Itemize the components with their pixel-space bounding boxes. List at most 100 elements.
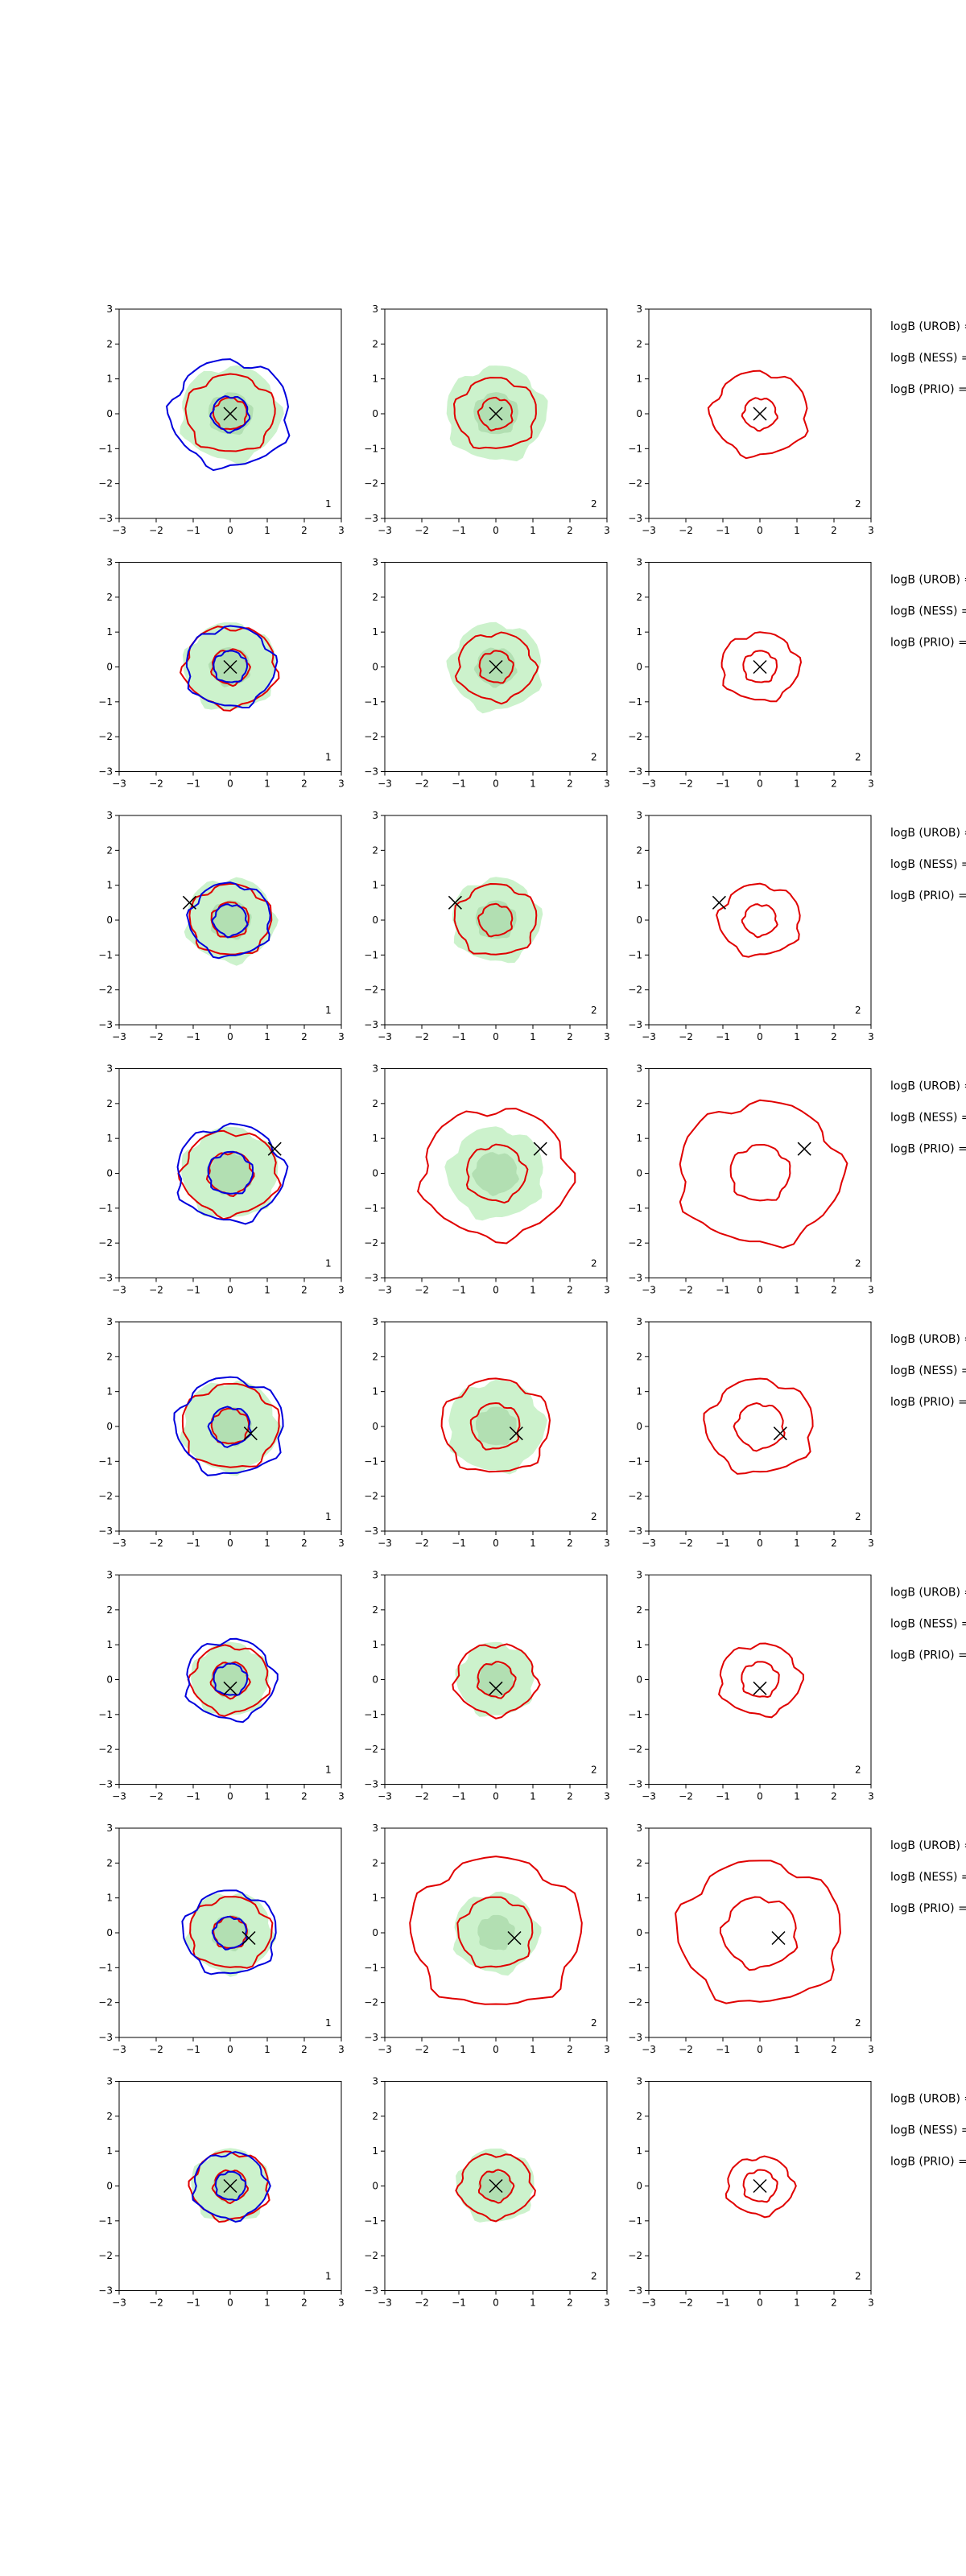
logb-label: logB (UROB) = [890, 574, 966, 587]
y-tick-label: 2 [372, 2111, 378, 2122]
y-tick-label: −1 [628, 1455, 642, 1467]
panel-index-label: 2 [855, 1005, 861, 1016]
x-tick-label: −2 [415, 2044, 429, 2055]
x-tick-label: −2 [149, 2044, 163, 2055]
panel-r5-c2: −3 −2 −1 0 1 2 3 −3 −2 −1 0 1 2 3 2 [364, 1316, 610, 1549]
y-tick-label: −3 [364, 1273, 378, 1284]
y-tick-label: 2 [106, 1098, 113, 1109]
y-tick-label: 2 [372, 1857, 378, 1868]
y-tick-label: 3 [636, 2076, 642, 2087]
x-tick-label: 3 [338, 525, 345, 536]
contour-blue-inner [213, 650, 249, 683]
panel-index-label: 1 [325, 1258, 332, 1269]
panel-index-label: 2 [855, 1511, 861, 1522]
x-tick-label: 1 [794, 525, 800, 536]
y-tick-label: −3 [628, 1779, 642, 1790]
y-tick-label: 3 [372, 557, 378, 568]
y-tick-label: 3 [372, 2076, 378, 2087]
y-tick-label: −2 [364, 2250, 378, 2261]
x-tick-label: 1 [530, 1031, 536, 1042]
density-fill-inner [475, 900, 517, 939]
x-tick-label: −3 [112, 1538, 126, 1549]
y-tick-label: 0 [636, 408, 642, 419]
y-tick-label: 2 [106, 844, 113, 856]
panel-index-label: 1 [325, 1765, 332, 1776]
panel-index-label: 2 [591, 1005, 597, 1016]
contour-red-inner [742, 2169, 778, 2203]
x-tick-label: 3 [868, 1031, 874, 1042]
panel-index-label: 2 [855, 1765, 861, 1776]
x-tick-label: 2 [301, 1031, 308, 1042]
x-tick-label: 2 [301, 1791, 308, 1802]
contour-red-outer [455, 2153, 536, 2223]
x-tick-label: 2 [567, 1031, 573, 1042]
y-tick-label: 2 [106, 1857, 113, 1868]
y-tick-label: 2 [372, 338, 378, 349]
x-tick-label: 0 [493, 1285, 499, 1296]
y-tick-label: 2 [636, 1351, 642, 1362]
y-tick-label: −1 [364, 1455, 378, 1467]
y-tick-label: −2 [98, 985, 113, 996]
y-tick-label: 3 [372, 303, 378, 315]
density-fill-inner [477, 1914, 515, 1951]
contour-red-inner [477, 902, 514, 938]
density-fill-inner [476, 1406, 517, 1446]
contour-blue-outer [185, 625, 279, 709]
x-tick-label: 2 [831, 525, 837, 536]
x-tick-label: −3 [112, 1031, 126, 1042]
x-tick-label: 1 [794, 1791, 800, 1802]
y-tick-label: 2 [106, 2111, 113, 2122]
x-tick-label: −1 [716, 1791, 730, 1802]
panel-index-label: 1 [325, 752, 332, 763]
x-tick-label: −2 [149, 1285, 163, 1296]
y-tick-label: −1 [628, 2215, 642, 2227]
contour-blue-outer [184, 1637, 279, 1724]
y-tick-label: −2 [628, 731, 642, 742]
contour-red-inner [742, 650, 778, 683]
contour-red-inner [719, 1896, 799, 1971]
y-tick-label: −3 [628, 2032, 642, 2043]
y-tick-label: 1 [106, 374, 113, 385]
y-tick-label: 1 [372, 880, 378, 891]
x-tick-label: −1 [452, 778, 466, 790]
density-fill-inner [210, 1406, 253, 1447]
y-tick-label: −3 [98, 2285, 113, 2297]
y-tick-label: 0 [106, 2181, 113, 2192]
y-tick-label: 1 [372, 626, 378, 638]
y-tick-label: 1 [636, 1133, 642, 1144]
x-tick-label: 0 [757, 778, 763, 790]
x-tick-label: −2 [149, 525, 163, 536]
panel-index-label: 1 [325, 1511, 332, 1522]
y-tick-label: 3 [636, 557, 642, 568]
y-tick-label: −2 [98, 1997, 113, 2008]
y-tick-label: 3 [106, 1570, 113, 1581]
true-value-marker [753, 407, 767, 421]
x-tick-label: 0 [757, 2297, 763, 2309]
x-tick-label: 3 [604, 1031, 610, 1042]
x-tick-label: 3 [868, 1538, 874, 1549]
x-tick-label: 2 [301, 1285, 308, 1296]
x-tick-label: 3 [868, 1285, 874, 1296]
x-tick-label: −3 [112, 1285, 126, 1296]
y-tick-label: −1 [628, 949, 642, 960]
logb-label: logB (PRIO) = [890, 637, 966, 650]
y-tick-label: 0 [372, 1927, 378, 1938]
density-fill-inner [210, 900, 252, 940]
panel-index-label: 1 [325, 2017, 332, 2029]
contour-red-outer [675, 1860, 841, 2004]
panel-r6-c2: −3 −2 −1 0 1 2 3 −3 −2 −1 0 1 2 3 2 [364, 1570, 610, 1802]
x-tick-label: −2 [415, 1285, 429, 1296]
contour-red-inner [456, 1896, 534, 1969]
contour-red-inner [477, 2169, 515, 2204]
x-tick-label: −1 [716, 1031, 730, 1042]
logb-label: logB (UROB) = [890, 1839, 966, 1852]
x-tick-label: 3 [338, 1791, 345, 1802]
x-tick-label: 1 [794, 1031, 800, 1042]
y-tick-label: −3 [628, 1273, 642, 1284]
y-tick-label: 0 [372, 1421, 378, 1432]
y-tick-label: 3 [106, 810, 113, 821]
y-tick-label: 2 [636, 592, 642, 603]
x-tick-label: 3 [338, 1031, 345, 1042]
x-tick-label: −2 [679, 1285, 693, 1296]
y-tick-label: −2 [98, 1744, 113, 1755]
